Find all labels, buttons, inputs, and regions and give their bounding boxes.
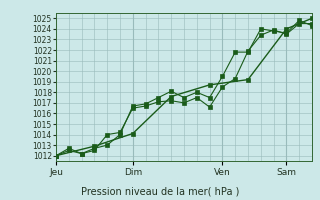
Text: Pression niveau de la mer( hPa ): Pression niveau de la mer( hPa ) (81, 186, 239, 196)
